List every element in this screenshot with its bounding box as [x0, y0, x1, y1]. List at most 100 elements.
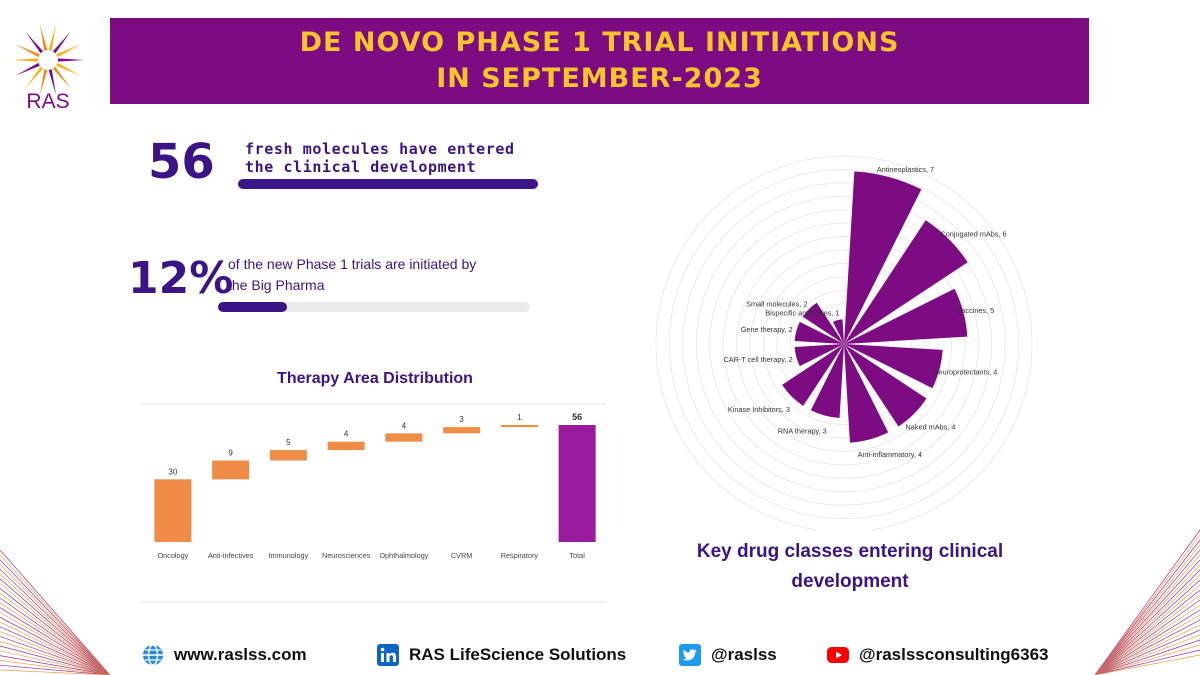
- polar-category-label: CAR-T cell therapy, 2: [723, 355, 792, 364]
- decorative-line: [0, 631, 110, 675]
- drug-class-polar-chart: Antineoplastics, 7 Conjugated mAbs, 6 Vacc…: [655, 155, 1033, 530]
- logo-ray: [25, 66, 44, 89]
- waterfall-bar-immunology: [269, 450, 307, 461]
- polar-gridline: [695, 195, 993, 493]
- polar-category-label: Small molecules, 2: [746, 299, 807, 308]
- category-label: Immunology: [269, 551, 309, 560]
- waterfall-bar-cvrm: [443, 427, 481, 434]
- decorative-lines-left: [0, 549, 110, 675]
- decorative-line: [1095, 654, 1200, 675]
- decorative-line: [0, 597, 110, 675]
- data-label: 4: [344, 430, 349, 439]
- polar-bar-bispecific-antibodies: [832, 319, 844, 344]
- decorative-line: [1095, 559, 1200, 675]
- decorative-line: [0, 592, 110, 675]
- globe-icon: [143, 644, 163, 666]
- big-pharma-description: of the new Phase 1 trials are initiated …: [228, 256, 477, 293]
- polar-bar-car-t-cell-therapy: [794, 344, 844, 367]
- polar-gridline: [776, 276, 912, 412]
- waterfall-bar-neurosciences: [327, 441, 365, 451]
- decorative-line: [1095, 534, 1200, 675]
- logo-ray: [52, 31, 71, 54]
- decorative-line: [1095, 574, 1200, 675]
- category-label: Oncology: [157, 551, 188, 560]
- decorative-line: [1095, 639, 1200, 675]
- decorative-line: [1095, 529, 1200, 675]
- data-label: 4: [402, 421, 407, 430]
- footer-twitter[interactable]: @raslss: [678, 643, 777, 667]
- polar-category-label: Vaccines, 5: [957, 306, 994, 315]
- decorative-line: [1095, 609, 1200, 675]
- twitter-link[interactable]: @raslss: [711, 645, 777, 664]
- waterfall-bar-anti-infectives: [212, 460, 250, 480]
- decorative-line: [0, 660, 110, 675]
- logo-ray: [56, 44, 81, 58]
- polar-category-label: Anti-inflammatory, 4: [858, 450, 922, 459]
- decorative-line: [0, 549, 110, 675]
- waterfall-bar-total: [558, 425, 596, 542]
- polar-gridline: [669, 169, 1019, 519]
- footer-linkedin[interactable]: RAS LifeScience Solutions: [376, 643, 626, 667]
- linkedin-link[interactable]: RAS LifeScience Solutions: [409, 645, 627, 664]
- polar-gridline: [803, 303, 885, 385]
- category-label: Total: [569, 551, 585, 560]
- decorative-line: [0, 602, 110, 675]
- logo-ray: [15, 44, 40, 58]
- big-pharma-progress-fill: [218, 302, 287, 312]
- polar-category-label: RNA therapy, 3: [778, 426, 827, 435]
- page-title-line1: DE NOVO PHASE 1 TRIAL INITIATIONS: [299, 27, 900, 58]
- decorative-line: [0, 578, 110, 675]
- youtube-link[interactable]: @raslssconsulting6363: [859, 645, 1049, 664]
- website-link[interactable]: www.raslss.com: [174, 645, 307, 664]
- decorative-line: [0, 645, 110, 675]
- footer-youtube[interactable]: @raslssconsulting6363: [826, 643, 1049, 667]
- decorative-line: [1095, 634, 1200, 675]
- footer-website[interactable]: www.raslss.com: [141, 643, 307, 667]
- decorative-line: [0, 636, 110, 675]
- decorative-lines-right: [1095, 529, 1200, 675]
- polar-gridline: [763, 263, 925, 425]
- decorative-line: [0, 564, 110, 675]
- polar-bar-antineoplastics: [844, 171, 922, 344]
- polar-gridline: [816, 316, 872, 372]
- decorative-line: [0, 626, 110, 675]
- polar-gridline: [682, 182, 1006, 506]
- decorative-line: [1095, 554, 1200, 675]
- logo-text: RAS: [26, 90, 69, 113]
- polar-bar-anti-inflammatory: [844, 344, 889, 443]
- title-banner: DE NOVO PHASE 1 TRIAL INITIATIONS IN SEP…: [110, 18, 1089, 104]
- decorative-line: [0, 583, 110, 675]
- data-label: 5: [286, 438, 291, 447]
- data-label: 56: [572, 412, 582, 422]
- polar-gridline: [709, 209, 979, 479]
- logo-ray: [15, 62, 40, 76]
- twitter-icon: [679, 644, 701, 666]
- polar-category-label: Bispecific antibodies, 1: [765, 308, 839, 317]
- big-pharma-progress-bar: [218, 302, 530, 312]
- polar-bar-conjugated-mabs: [844, 220, 968, 344]
- polar-bar-kinase-inhibitors: [782, 344, 844, 406]
- therapy-area-waterfall-chart: 30 Oncology 9 Anti-infectives 5 Immunology 4 Ne…: [140, 403, 606, 603]
- data-label: 30: [168, 467, 177, 476]
- polar-category-label: Conjugated mAbs, 6: [940, 230, 1006, 239]
- waterfall-chart-title: Therapy Area Distribution: [277, 370, 473, 387]
- ras-logo: RAS: [8, 18, 100, 114]
- decorative-line: [1095, 564, 1200, 675]
- logo-ray: [39, 24, 48, 51]
- decorative-line: [0, 612, 110, 675]
- polar-chart-title: Key drug classes entering clinical devel…: [696, 541, 1004, 592]
- linkedin-icon: [377, 644, 399, 666]
- decorative-line: [1095, 584, 1200, 675]
- polar-bar-gene-therapy: [794, 321, 844, 344]
- decorative-line: [1095, 614, 1200, 675]
- decorative-line: [0, 621, 110, 675]
- page-title-line2: IN SEPTEMBER-2023: [436, 63, 763, 94]
- polar-category-label: Neuroprotectants, 4: [933, 368, 997, 377]
- decorative-line: [1095, 539, 1200, 675]
- logo-ray: [52, 66, 71, 89]
- decorative-line: [0, 559, 110, 675]
- category-label: Ophthalmology: [379, 551, 428, 560]
- decorative-line: [0, 650, 110, 675]
- decorative-line: [0, 607, 110, 675]
- polar-gridline: [722, 222, 966, 466]
